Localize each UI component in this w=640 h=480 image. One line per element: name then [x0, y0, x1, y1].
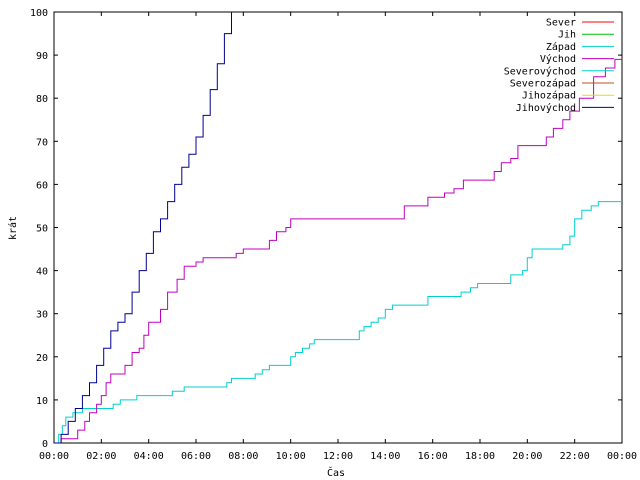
x-tick-label: 10:00 — [276, 451, 306, 462]
x-tick-label: 06:00 — [181, 451, 211, 462]
x-tick-label: 00:00 — [607, 451, 637, 462]
y-tick-label: 90 — [36, 51, 48, 62]
legend: SeverJihZápadVýchodSeverovýchodSeverozáp… — [504, 18, 614, 114]
legend-label: Sever — [546, 18, 576, 29]
x-tick-label: 16:00 — [418, 451, 448, 462]
x-tick-label: 00:00 — [39, 451, 69, 462]
x-tick-label: 08:00 — [228, 451, 258, 462]
y-axis-label: krát — [7, 216, 19, 240]
legend-label: Východ — [540, 53, 576, 65]
y-tick-label: 40 — [36, 267, 48, 278]
legend-label: Severovýchod — [504, 65, 576, 77]
x-tick-label: 04:00 — [134, 451, 164, 462]
legend-label: Severozápad — [510, 78, 576, 90]
x-tick-label: 20:00 — [512, 451, 542, 462]
y-tick-label: 10 — [36, 396, 48, 407]
x-tick-label: 12:00 — [323, 451, 353, 462]
y-tick-label: 30 — [36, 310, 48, 321]
series-line-jihovýchod — [54, 12, 232, 444]
x-tick-label: 18:00 — [465, 451, 495, 462]
legend-label: Jih — [558, 30, 576, 41]
x-tick-label: 02:00 — [86, 451, 116, 462]
legend-label: Jihozápad — [522, 90, 576, 102]
axes: 0 10 20 30 40 50 60 70 80 90 100 00:00 02:00 04:00 06:… — [30, 8, 637, 462]
y-tick-label: 100 — [30, 8, 48, 19]
y-tick-label: 60 — [36, 180, 48, 191]
series-line-východ — [54, 58, 622, 444]
y-tick-label: 70 — [36, 137, 48, 148]
legend-label: Jihovýchod — [516, 102, 576, 114]
x-axis-label: Čas — [327, 466, 345, 479]
x-tick-label: 14:00 — [370, 451, 400, 462]
y-tick-label: 0 — [42, 439, 48, 450]
series-lines — [54, 12, 622, 444]
x-tick-label: 22:00 — [560, 451, 590, 462]
y-tick-label: 20 — [36, 353, 48, 364]
legend-label: Západ — [546, 41, 576, 53]
series-line-západ — [54, 201, 622, 444]
y-tick-label: 80 — [36, 94, 48, 105]
y-tick-label: 50 — [36, 224, 48, 235]
